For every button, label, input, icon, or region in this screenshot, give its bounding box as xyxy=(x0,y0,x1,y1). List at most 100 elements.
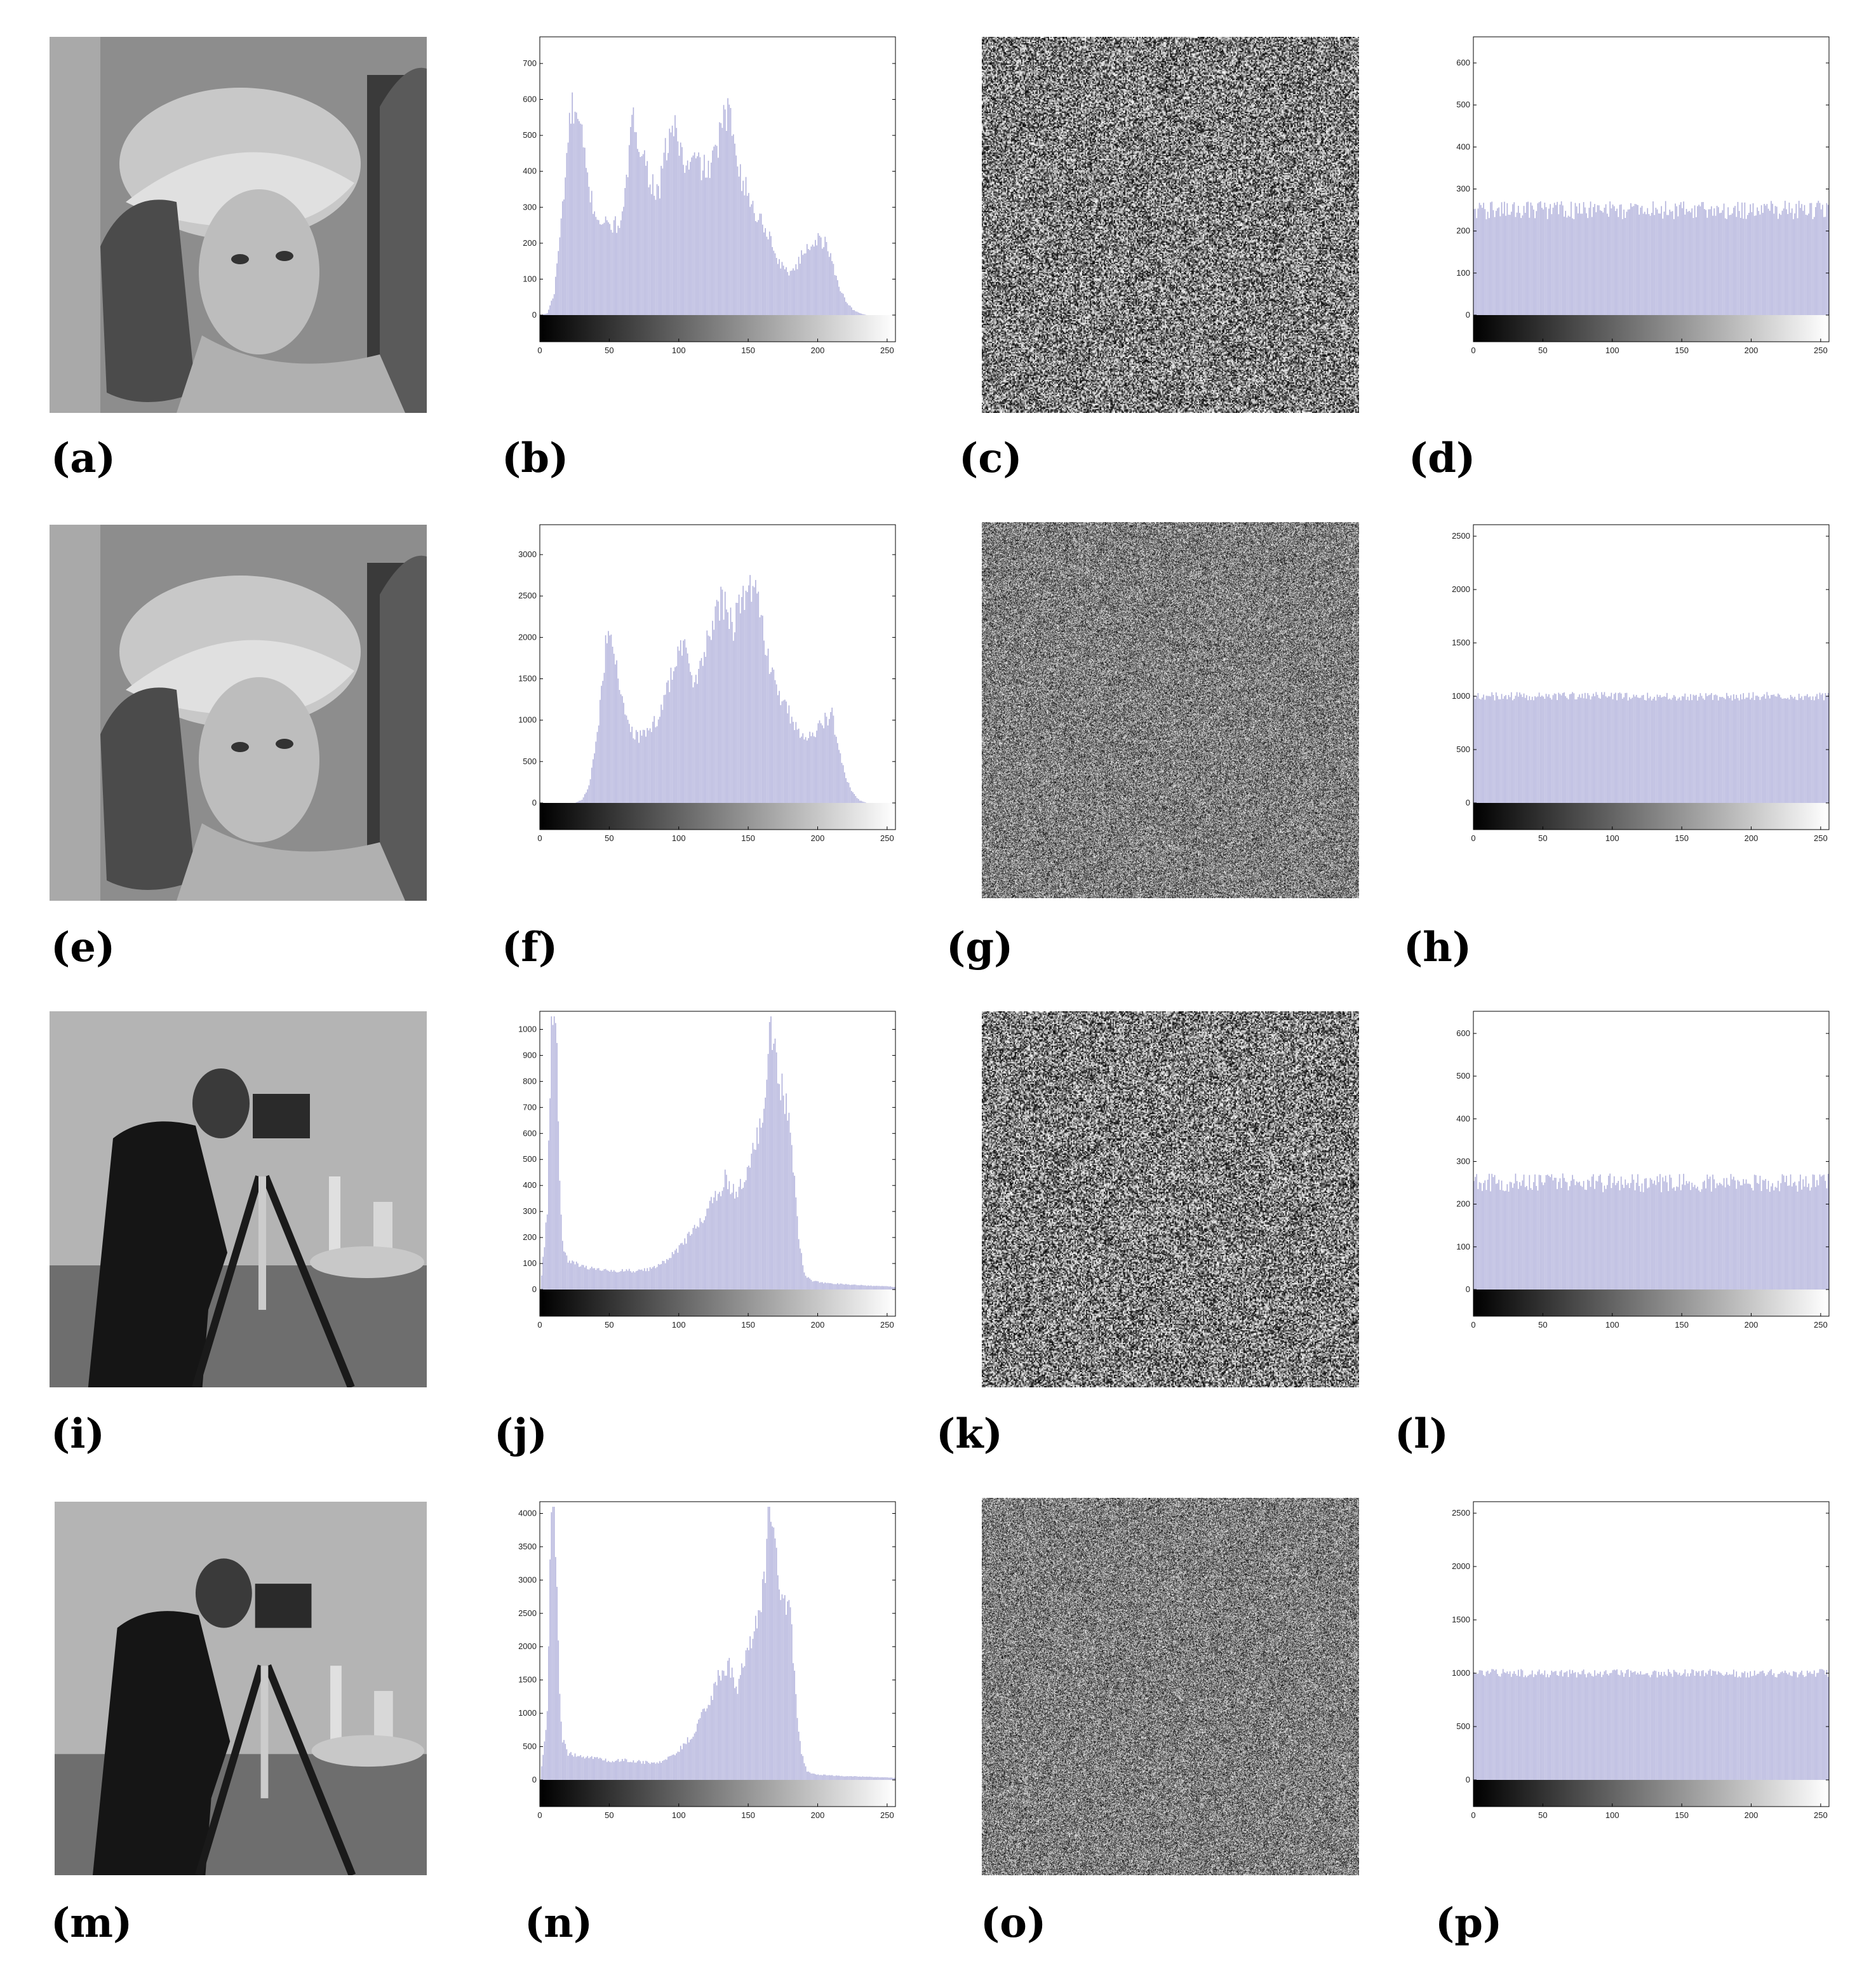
histogram-bar xyxy=(1620,1176,1622,1290)
histogram-bar xyxy=(800,1741,801,1780)
histogram-bar xyxy=(1587,693,1589,803)
histogram-bar xyxy=(562,1742,563,1780)
histogram-bar xyxy=(798,1732,800,1780)
histogram-bar xyxy=(1524,697,1526,803)
histogram-bar xyxy=(1746,697,1748,803)
histogram-bar xyxy=(1537,696,1539,803)
histogram-bar xyxy=(1731,213,1733,315)
histogram-bar xyxy=(1588,208,1590,315)
histogram-bar xyxy=(735,1687,737,1780)
histogram-bar xyxy=(1801,1671,1802,1780)
histogram-bar xyxy=(1765,698,1767,803)
histogram-bar xyxy=(630,1761,631,1780)
histogram-bar xyxy=(1548,208,1550,315)
histogram-bar xyxy=(1571,694,1572,803)
y-tick-label: 0 xyxy=(532,1775,537,1784)
histogram-bar xyxy=(774,1038,776,1290)
histogram-bar xyxy=(671,125,673,315)
histogram-bar xyxy=(1798,201,1800,315)
histogram-bar xyxy=(1816,694,1818,803)
histogram-bar xyxy=(568,1753,570,1780)
histogram-bar xyxy=(822,248,823,315)
histogram-bar xyxy=(1719,697,1720,803)
histogram-bar xyxy=(794,270,795,315)
histogram-bar xyxy=(1502,1669,1504,1780)
histogram-bar xyxy=(1745,697,1747,803)
histogram-bar xyxy=(1813,217,1815,315)
histogram-bar xyxy=(1509,697,1511,803)
histogram-bar xyxy=(862,801,864,803)
y-tick-label: 1000 xyxy=(518,1708,537,1718)
x-tick-label: 0 xyxy=(537,346,542,355)
caption-b: (b) xyxy=(502,434,569,482)
histogram-bar xyxy=(779,259,780,315)
histogram-bar xyxy=(1677,216,1679,315)
histogram-bar xyxy=(1729,1185,1731,1290)
y-tick-label: 700 xyxy=(523,1102,537,1112)
histogram-bar xyxy=(775,257,777,315)
histogram-bar xyxy=(1626,212,1628,315)
histogram-bar xyxy=(881,1777,883,1780)
histogram-bar xyxy=(1748,1183,1750,1290)
histogram-bar xyxy=(817,1281,819,1290)
histogram-bar xyxy=(713,630,715,803)
histogram-bar xyxy=(1491,692,1493,803)
histogram-bar xyxy=(1490,696,1491,803)
x-tick-label: 150 xyxy=(741,1810,755,1820)
histogram-bar xyxy=(1579,203,1580,315)
histogram-bar xyxy=(1815,696,1816,803)
histogram-bar xyxy=(1818,1185,1819,1290)
y-tick-label: 0 xyxy=(1466,1284,1470,1294)
y-tick-label: 400 xyxy=(1456,1114,1470,1123)
histogram-bar xyxy=(830,1775,831,1780)
histogram-bar xyxy=(1523,1677,1525,1780)
histogram-bar xyxy=(873,1777,874,1780)
histogram-bar xyxy=(555,1023,556,1290)
histogram-bar xyxy=(1534,1674,1536,1780)
histogram-bar xyxy=(1562,1676,1564,1780)
histogram-bar xyxy=(551,1016,553,1290)
histogram-bar xyxy=(866,1286,868,1290)
histogram-bar xyxy=(838,286,840,315)
histogram-bar xyxy=(664,1263,666,1290)
histogram-bar xyxy=(1748,213,1750,315)
histogram-bar xyxy=(1764,1673,1765,1780)
histogram-bar xyxy=(1822,693,1823,803)
histogram-bar xyxy=(588,1269,590,1290)
histogram-bar xyxy=(594,753,595,803)
histogram-bar xyxy=(656,726,658,803)
histogram-bar xyxy=(1523,1175,1525,1290)
histogram-bar xyxy=(1523,206,1525,315)
histogram-bar xyxy=(861,1284,862,1290)
histogram-bar xyxy=(1530,202,1532,315)
histogram-bar xyxy=(1760,1671,1762,1780)
caption-a: (a) xyxy=(51,434,116,482)
histogram-bar xyxy=(1604,207,1605,315)
histogram-bar xyxy=(624,188,626,315)
plot-frame xyxy=(539,524,896,830)
histogram-bar xyxy=(733,640,734,803)
histogram-bar xyxy=(559,1694,561,1780)
histogram-bar xyxy=(1804,1186,1806,1290)
histogram-bar xyxy=(555,1557,556,1780)
histogram-bar xyxy=(780,1100,782,1290)
histogram-bar xyxy=(1752,692,1754,803)
histogram-bar xyxy=(673,136,674,316)
histogram-bar xyxy=(1724,1187,1726,1290)
histogram-bar xyxy=(691,675,693,803)
y-tick-label: 600 xyxy=(523,1128,537,1138)
histogram-bar xyxy=(798,257,800,315)
histogram-bar xyxy=(1564,1178,1565,1290)
histogram-bar xyxy=(735,602,737,803)
histogram-bar xyxy=(763,1108,765,1290)
histogram-bar xyxy=(1538,1669,1540,1780)
histogram-bar xyxy=(737,603,739,803)
histogram-bar xyxy=(697,684,698,803)
histogram-bar xyxy=(1620,693,1622,803)
histogram-bar xyxy=(1520,218,1522,315)
histogram-bar xyxy=(1559,205,1561,315)
histogram-bar xyxy=(787,1121,789,1290)
histogram-bar xyxy=(1720,1183,1722,1290)
histogram-bar xyxy=(586,792,587,803)
histogram-bar xyxy=(653,196,655,315)
